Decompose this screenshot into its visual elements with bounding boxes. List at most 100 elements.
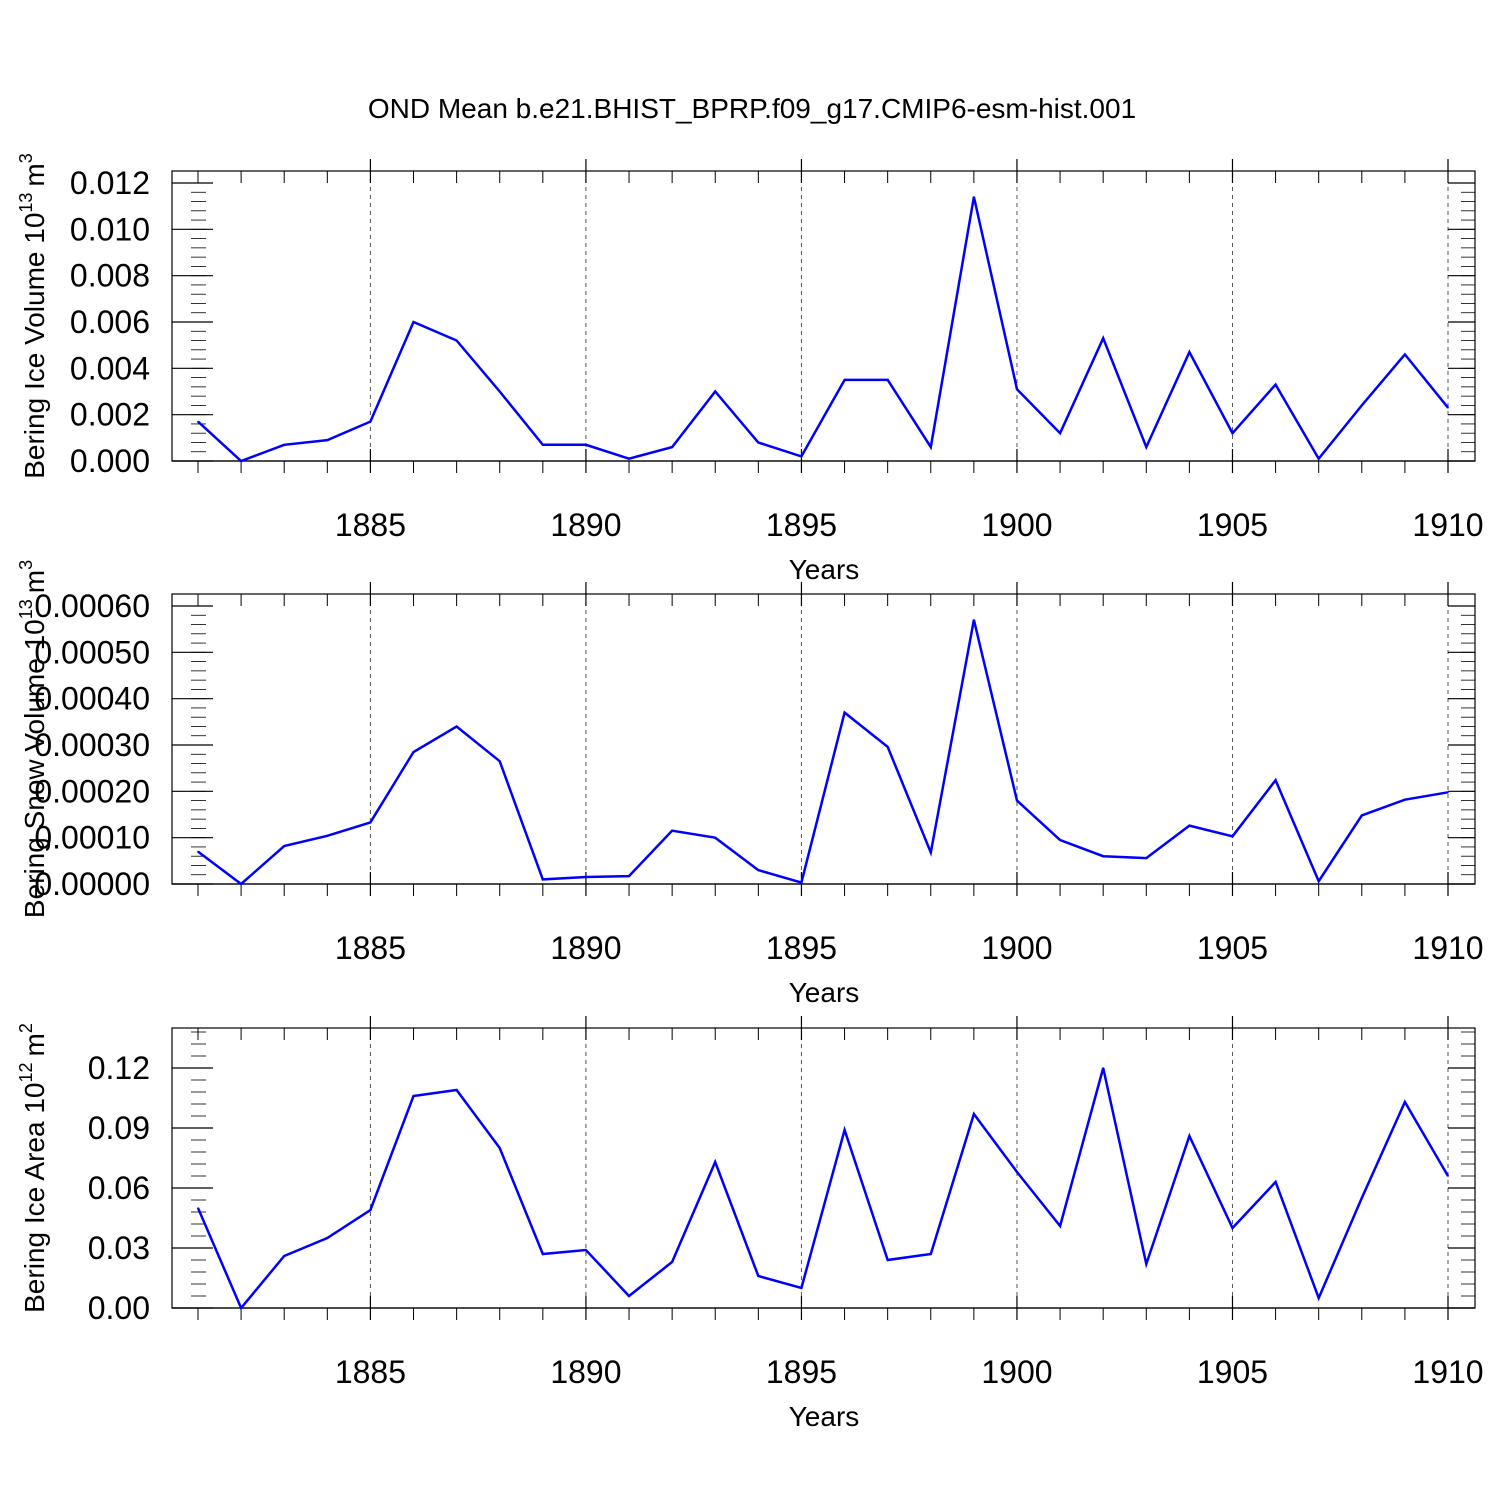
- data-point: [1102, 337, 1104, 340]
- x-tick-label: 1885: [335, 930, 406, 966]
- data-point: [498, 390, 501, 393]
- x-tick-label: 1885: [335, 507, 406, 543]
- data-point: [714, 1161, 717, 1163]
- data-point: [1404, 798, 1406, 801]
- data-point: [283, 443, 286, 446]
- data-point: [542, 878, 544, 881]
- panel-1: 1885 1890 1895 1900 1905 1910 0.000 0.002 0.004 0…: [16, 153, 1484, 585]
- y-axis-label-exponent: 13: [16, 599, 36, 619]
- data-point: [628, 1295, 630, 1297]
- y-tick-label: 0.00: [88, 1290, 150, 1326]
- data-point: [455, 339, 458, 342]
- panel-2: 1885 1890 1895 1900 1905 1910 0.00000 0.00010 0.…: [16, 560, 1484, 1008]
- y-tick-label: 0.008: [70, 258, 150, 294]
- x-tick-label: 1885: [335, 1354, 406, 1390]
- data-point: [326, 439, 329, 441]
- data-point: [757, 869, 760, 871]
- panel-3: 1885 1890 1895 1900 1905 1910 0.00 0.03 0.06 0.09…: [16, 1016, 1484, 1432]
- data-point: [1274, 383, 1277, 386]
- data-point: [1059, 839, 1061, 841]
- data-point: [1404, 1101, 1406, 1103]
- data-point: [1447, 791, 1449, 794]
- data-point: [585, 443, 587, 446]
- data-point: [455, 1089, 458, 1091]
- y-axis-label-unit: m: [19, 163, 50, 186]
- y-axis-label: Bering Snow Volume 1013 m3: [16, 560, 50, 918]
- data-point: [757, 441, 760, 444]
- series-line: [196, 1067, 1450, 1311]
- y-tick-label: 0.010: [70, 211, 150, 247]
- x-axis-label: Years: [789, 1401, 860, 1432]
- data-point: [1317, 880, 1320, 883]
- data-point: [412, 1095, 415, 1097]
- y-tick-label: 0.09: [88, 1110, 150, 1146]
- y-axis-label-unit-exponent: 3: [16, 560, 36, 570]
- y-axis-label: Bering Ice Area 1012 m2: [16, 1023, 50, 1313]
- data-point: [714, 836, 717, 839]
- data-point: [1016, 799, 1018, 802]
- data-point: [197, 420, 199, 423]
- y-tick-label: 0.00040: [34, 681, 150, 717]
- data-point: [843, 379, 846, 381]
- data-point: [1102, 1067, 1104, 1069]
- y-tick-label: 0.12: [88, 1050, 150, 1086]
- y-axis-label-unit-exponent: 2: [16, 1023, 36, 1033]
- data-point: [929, 1253, 932, 1255]
- data-point: [671, 446, 673, 448]
- data-point: [240, 1307, 242, 1309]
- data-point: [1447, 406, 1449, 409]
- data-point: [628, 457, 630, 460]
- data-point: [498, 1147, 501, 1149]
- data-point: [1145, 446, 1148, 448]
- data-point: [1145, 1263, 1148, 1265]
- y-tick-label: 0.00010: [34, 820, 150, 856]
- data-point: [671, 1261, 673, 1263]
- data-point: [412, 751, 415, 753]
- data-point: [1016, 388, 1018, 390]
- x-tick-label: 1900: [981, 930, 1052, 966]
- data-point: [1145, 857, 1148, 859]
- y-axis-label: Bering Ice Volume 1013 m3: [16, 153, 50, 479]
- x-tick-label: 1900: [981, 1354, 1052, 1390]
- data-point: [326, 835, 329, 837]
- data-point: [1317, 1297, 1320, 1299]
- data-point: [1447, 1175, 1449, 1177]
- x-tick-label: 1910: [1412, 507, 1483, 543]
- data-point: [1274, 779, 1277, 782]
- y-tick-label: 0.06: [88, 1170, 150, 1206]
- y-tick-label: 0.00000: [34, 866, 150, 902]
- data-point: [1102, 855, 1104, 857]
- data-point: [800, 1287, 803, 1289]
- data-point: [498, 760, 501, 763]
- data-point: [973, 196, 975, 198]
- data-point: [800, 881, 803, 884]
- y-tick-label: 0.006: [70, 304, 150, 340]
- data-point: [369, 1209, 372, 1211]
- y-axis-label-unit-exponent: 3: [16, 153, 36, 163]
- data-point: [628, 875, 630, 877]
- data-point: [542, 1253, 544, 1255]
- data-point: [929, 446, 932, 448]
- data-point: [714, 390, 717, 393]
- y-tick-label: 0.00060: [34, 588, 150, 624]
- data-point: [585, 1249, 587, 1251]
- data-point: [1360, 404, 1363, 407]
- data-point: [1404, 353, 1406, 356]
- data-point: [585, 876, 587, 878]
- data-point: [886, 1259, 889, 1261]
- x-tick-label: 1910: [1412, 1354, 1483, 1390]
- y-tick-label: 0.012: [70, 165, 150, 201]
- data-point: [973, 1113, 975, 1115]
- series-line: [197, 619, 1449, 886]
- data-point: [1016, 1171, 1018, 1173]
- figure-title: OND Mean b.e21.BHIST_BPRP.f09_g17.CMIP6-…: [368, 93, 1136, 124]
- data-point: [1059, 432, 1061, 435]
- y-tick-label: 0.00020: [34, 773, 150, 809]
- data-point: [283, 845, 286, 847]
- y-tick-label: 0.000: [70, 443, 150, 479]
- y-tick-label: 0.00050: [34, 634, 150, 670]
- y-axis-label-text: Bering Snow Volume 10: [19, 619, 50, 918]
- data-point: [800, 455, 803, 458]
- data-point: [197, 1207, 199, 1209]
